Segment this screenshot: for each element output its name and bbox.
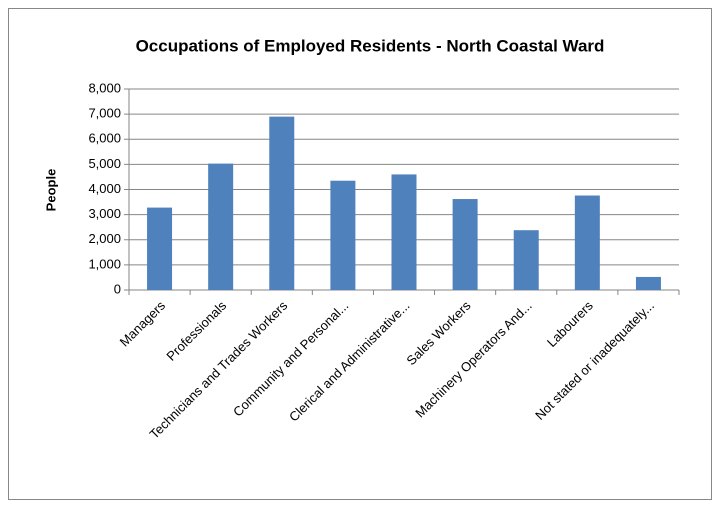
y-tick-label: 5,000 xyxy=(88,156,121,171)
bar xyxy=(330,180,356,290)
y-tick-label: 6,000 xyxy=(88,131,121,146)
y-tick-label: 0 xyxy=(114,281,121,296)
y-tick-label: 3,000 xyxy=(88,206,121,221)
y-tick-label: 7,000 xyxy=(88,106,121,121)
chart-title: Occupations of Employed Residents - Nort… xyxy=(136,36,605,55)
y-tick-label: 1,000 xyxy=(88,256,121,271)
bar xyxy=(147,207,173,290)
bar xyxy=(208,163,234,290)
bar xyxy=(452,199,478,290)
bar xyxy=(513,230,539,290)
bar xyxy=(574,195,600,290)
y-tick-label: 4,000 xyxy=(88,181,121,196)
bar xyxy=(269,116,295,290)
y-tick-label: 8,000 xyxy=(88,80,121,95)
y-axis-label: People xyxy=(43,169,58,212)
bar xyxy=(635,276,661,290)
y-tick-label: 2,000 xyxy=(88,231,121,246)
bar xyxy=(391,174,417,290)
